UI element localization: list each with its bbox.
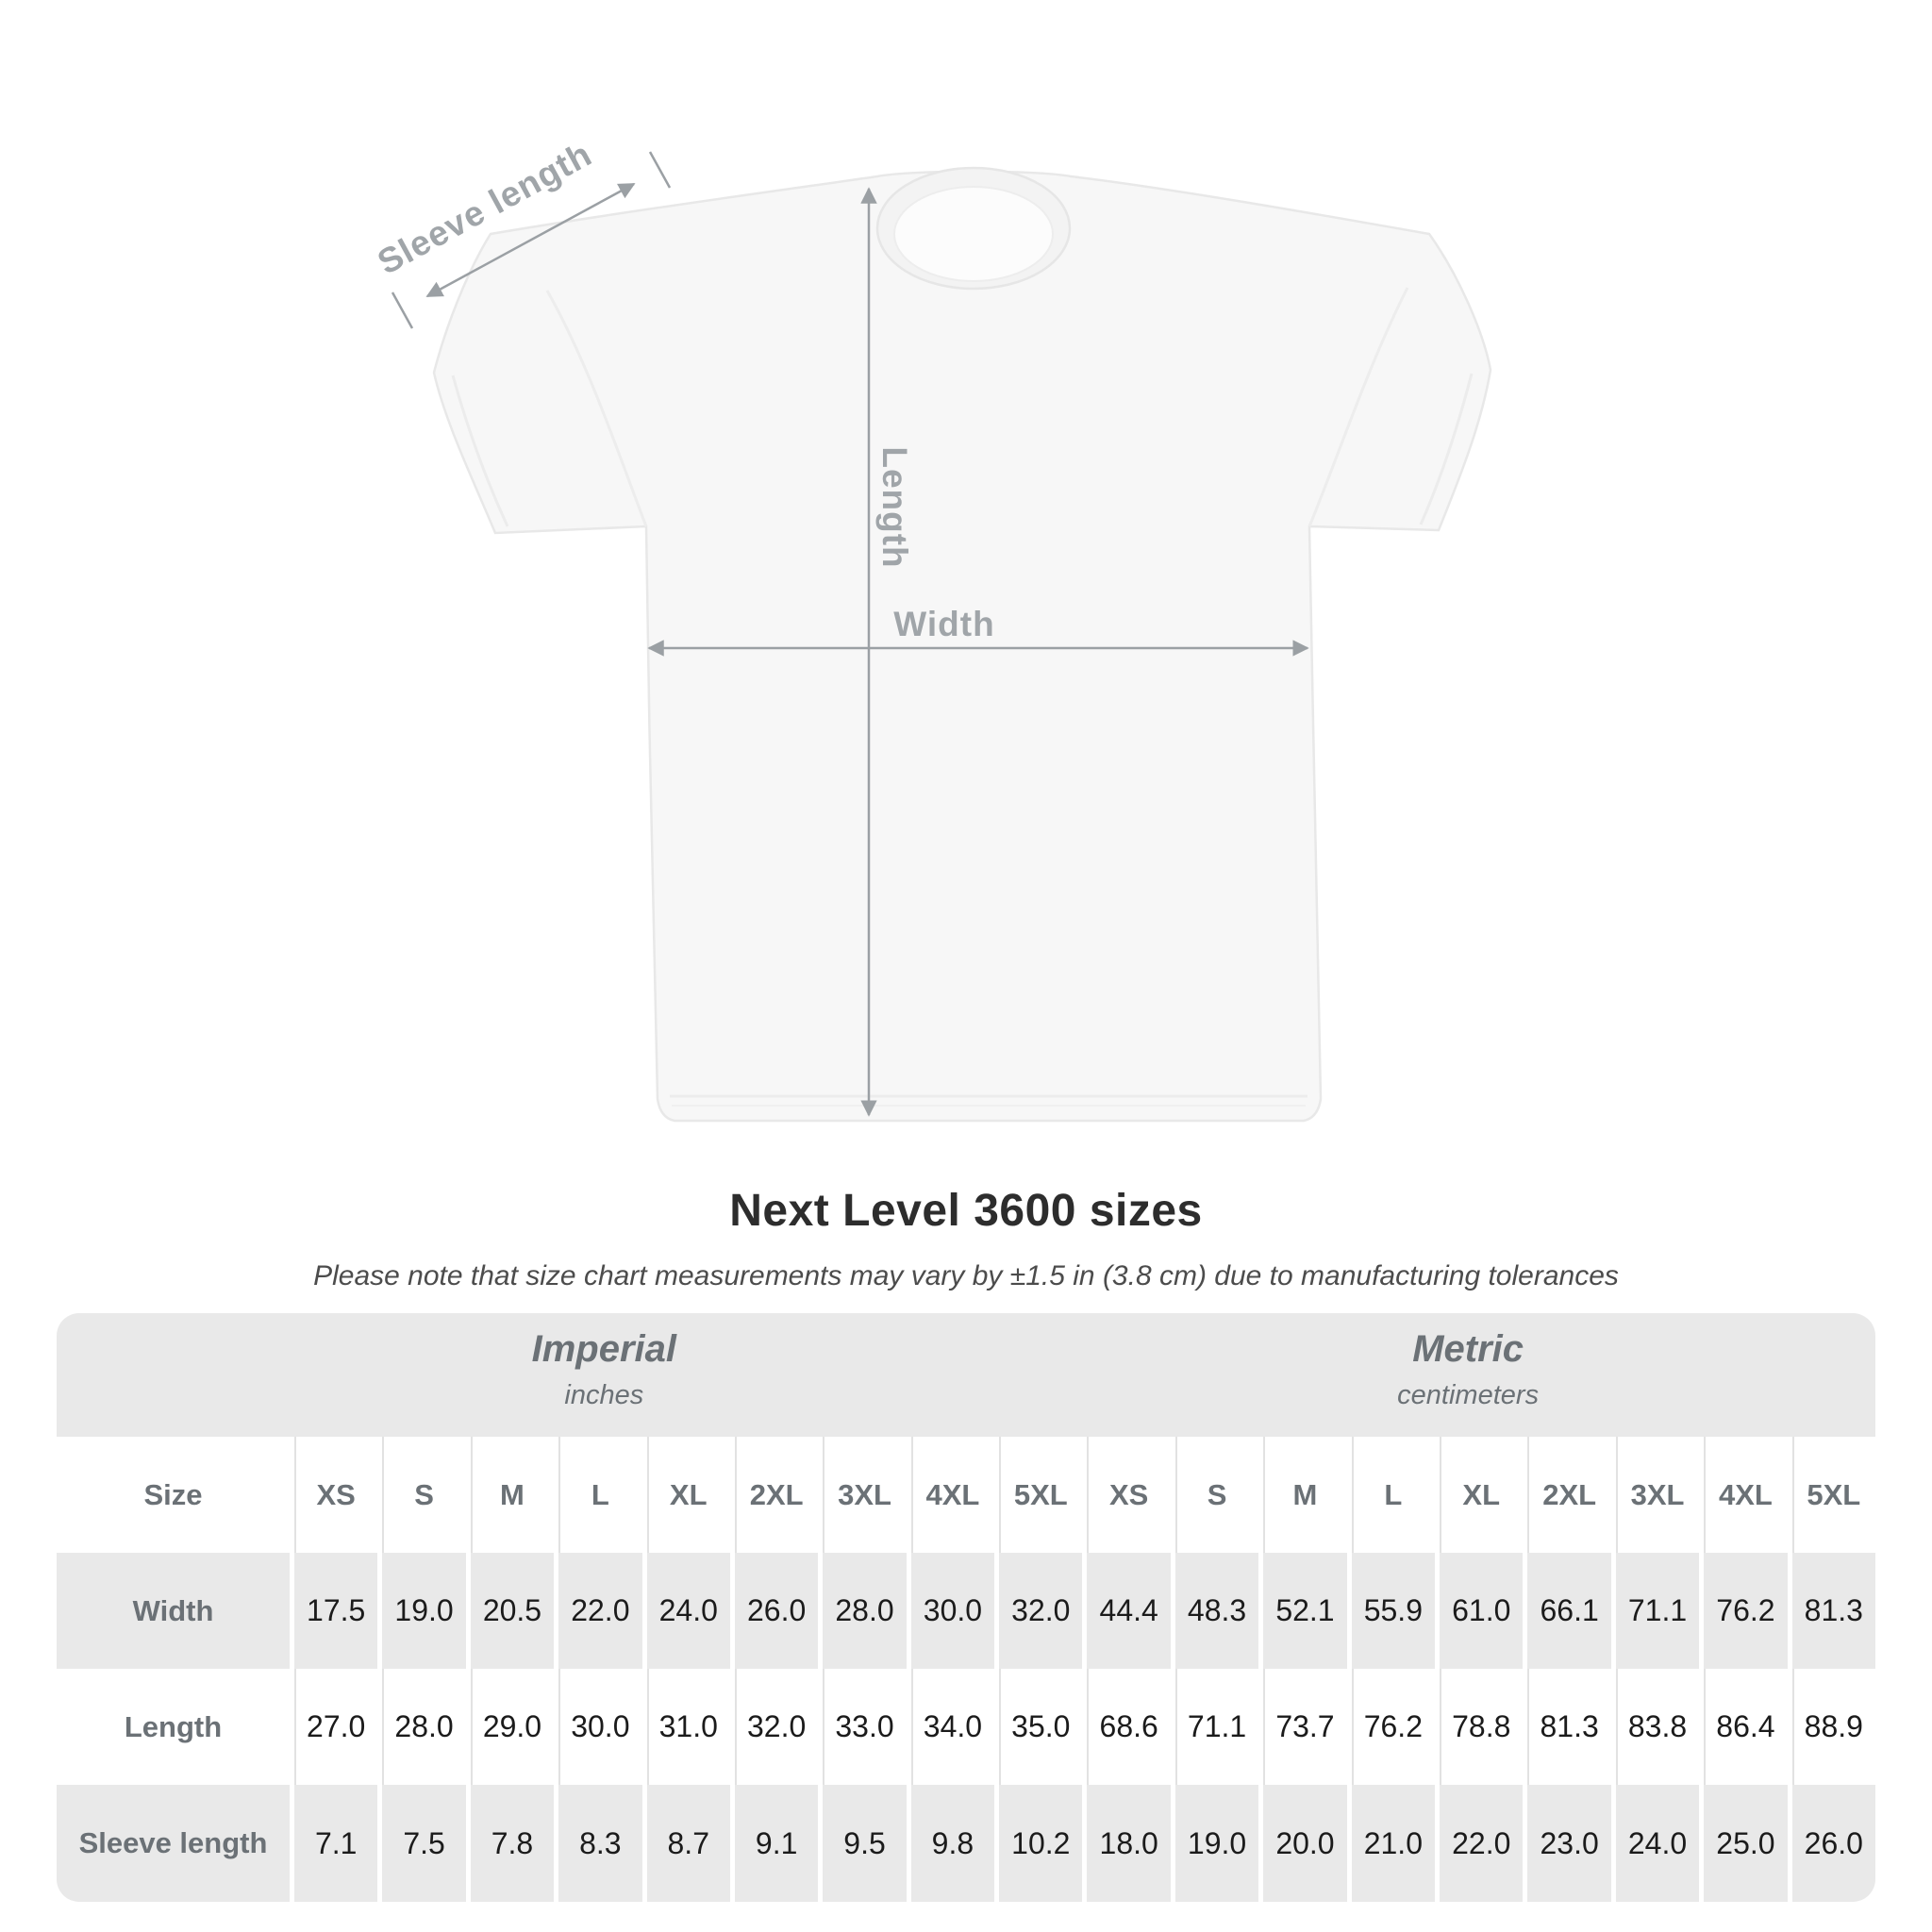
value-cell: 73.7 bbox=[1263, 1669, 1347, 1785]
value-cell: 83.8 bbox=[1615, 1669, 1700, 1785]
metric-header: Metric centimeters bbox=[1397, 1328, 1539, 1411]
value-cell: 71.1 bbox=[1174, 1669, 1259, 1785]
value-cell: 76.2 bbox=[1704, 1553, 1788, 1669]
size-table: Imperial inches Metric centimeters Size X… bbox=[57, 1313, 1875, 1902]
value-cell: 66.1 bbox=[1527, 1553, 1611, 1669]
sleeve-length-row: Sleeve length 7.1 7.5 7.8 8.3 8.7 9.1 9.5 9.8 10.… bbox=[57, 1785, 1875, 1902]
value-cell: 55.9 bbox=[1351, 1553, 1436, 1669]
value-cell: 34.0 bbox=[910, 1669, 995, 1785]
value-cell: 23.0 bbox=[1527, 1785, 1611, 1902]
value-cell: 61.0 bbox=[1440, 1553, 1524, 1669]
size-header-cell: 3XL bbox=[1615, 1437, 1700, 1553]
value-cell: 20.5 bbox=[470, 1553, 555, 1669]
value-cell: 28.0 bbox=[823, 1553, 907, 1669]
value-cell: 31.0 bbox=[646, 1669, 730, 1785]
value-cell: 8.3 bbox=[558, 1785, 642, 1902]
size-header-cell: 2XL bbox=[1527, 1437, 1611, 1553]
value-cell: 26.0 bbox=[734, 1553, 819, 1669]
size-header-cell: M bbox=[1263, 1437, 1347, 1553]
value-cell: 17.5 bbox=[294, 1553, 378, 1669]
size-header-cell: M bbox=[470, 1437, 555, 1553]
size-header-cell: 4XL bbox=[910, 1437, 995, 1553]
size-header-cell: 2XL bbox=[734, 1437, 819, 1553]
width-row: Width 17.5 19.0 20.5 22.0 24.0 26.0 28.0 30.0 32.… bbox=[57, 1553, 1875, 1669]
value-cell: 9.8 bbox=[910, 1785, 995, 1902]
tshirt-graphic bbox=[432, 166, 1492, 1123]
value-cell: 8.7 bbox=[646, 1785, 730, 1902]
size-header-cell: S bbox=[382, 1437, 466, 1553]
value-cell: 68.6 bbox=[1087, 1669, 1171, 1785]
imperial-header: Imperial inches bbox=[532, 1328, 676, 1411]
value-cell: 9.1 bbox=[734, 1785, 819, 1902]
imperial-unit-label: inches bbox=[564, 1380, 644, 1410]
value-cell: 27.0 bbox=[294, 1669, 378, 1785]
value-cell: 78.8 bbox=[1440, 1669, 1524, 1785]
tshirt-body bbox=[432, 170, 1492, 1123]
value-cell: 21.0 bbox=[1351, 1785, 1436, 1902]
value-cell: 29.0 bbox=[470, 1669, 555, 1785]
value-cell: 32.0 bbox=[999, 1553, 1083, 1669]
value-cell: 48.3 bbox=[1174, 1553, 1259, 1669]
size-header-cell: 5XL bbox=[999, 1437, 1083, 1553]
size-header-cell: 3XL bbox=[823, 1437, 907, 1553]
value-cell: 35.0 bbox=[999, 1669, 1083, 1785]
value-cell: 20.0 bbox=[1263, 1785, 1347, 1902]
value-cell: 86.4 bbox=[1704, 1669, 1788, 1785]
value-cell: 24.0 bbox=[1615, 1785, 1700, 1902]
imperial-label: Imperial bbox=[531, 1328, 677, 1370]
unit-header-band: Imperial inches Metric centimeters bbox=[57, 1313, 1875, 1437]
value-cell: 7.8 bbox=[470, 1785, 555, 1902]
size-header-cell: 4XL bbox=[1704, 1437, 1788, 1553]
size-header-cell: 5XL bbox=[1791, 1437, 1875, 1553]
value-cell: 71.1 bbox=[1615, 1553, 1700, 1669]
value-cell: 19.0 bbox=[1174, 1785, 1259, 1902]
value-cell: 30.0 bbox=[558, 1669, 642, 1785]
value-cell: 52.1 bbox=[1263, 1553, 1347, 1669]
value-cell: 33.0 bbox=[823, 1669, 907, 1785]
width-label: Width bbox=[893, 605, 995, 643]
row-label-cell: Width bbox=[57, 1553, 290, 1669]
value-cell: 22.0 bbox=[1440, 1785, 1524, 1902]
length-row: Length 27.0 28.0 29.0 30.0 31.0 32.0 33.0 34.0 35… bbox=[57, 1669, 1875, 1785]
size-header-row: Size XS S M L XL 2XL 3XL 4XL 5XL XS S M L XL 2XL 3XL 4XL 5… bbox=[57, 1437, 1875, 1553]
value-cell: 18.0 bbox=[1087, 1785, 1171, 1902]
value-cell: 22.0 bbox=[558, 1553, 642, 1669]
value-cell: 30.0 bbox=[910, 1553, 995, 1669]
value-cell: 7.1 bbox=[294, 1785, 378, 1902]
value-cell: 81.3 bbox=[1791, 1553, 1875, 1669]
length-label: Length bbox=[875, 446, 914, 569]
page-title: Next Level 3600 sizes bbox=[729, 1186, 1203, 1236]
size-header-cell: L bbox=[558, 1437, 642, 1553]
row-label-cell: Length bbox=[57, 1669, 290, 1785]
value-cell: 10.2 bbox=[999, 1785, 1083, 1902]
size-header-cell: XL bbox=[646, 1437, 730, 1553]
row-label-cell: Sleeve length bbox=[57, 1785, 290, 1902]
value-cell: 32.0 bbox=[734, 1669, 819, 1785]
value-cell: 7.5 bbox=[382, 1785, 466, 1902]
value-cell: 24.0 bbox=[646, 1553, 730, 1669]
size-header-cell: XS bbox=[294, 1437, 378, 1553]
value-cell: 25.0 bbox=[1704, 1785, 1788, 1902]
value-cell: 19.0 bbox=[382, 1553, 466, 1669]
size-header-cell: XS bbox=[1087, 1437, 1171, 1553]
value-cell: 44.4 bbox=[1087, 1553, 1171, 1669]
value-cell: 28.0 bbox=[382, 1669, 466, 1785]
page-subtitle: Please note that size chart measurements… bbox=[313, 1260, 1619, 1291]
size-table-body: Size XS S M L XL 2XL 3XL 4XL 5XL XS S M L XL 2XL 3XL 4XL 5… bbox=[57, 1437, 1875, 1902]
metric-label: Metric bbox=[1412, 1328, 1524, 1370]
size-header-cell: XL bbox=[1440, 1437, 1524, 1553]
row-label-cell: Size bbox=[57, 1437, 290, 1553]
value-cell: 81.3 bbox=[1527, 1669, 1611, 1785]
size-header-cell: S bbox=[1174, 1437, 1259, 1553]
metric-unit-label: centimeters bbox=[1397, 1380, 1540, 1410]
value-cell: 88.9 bbox=[1791, 1669, 1875, 1785]
value-cell: 9.5 bbox=[823, 1785, 907, 1902]
size-header-cell: L bbox=[1351, 1437, 1436, 1553]
value-cell: 26.0 bbox=[1791, 1785, 1875, 1902]
value-cell: 76.2 bbox=[1351, 1669, 1436, 1785]
